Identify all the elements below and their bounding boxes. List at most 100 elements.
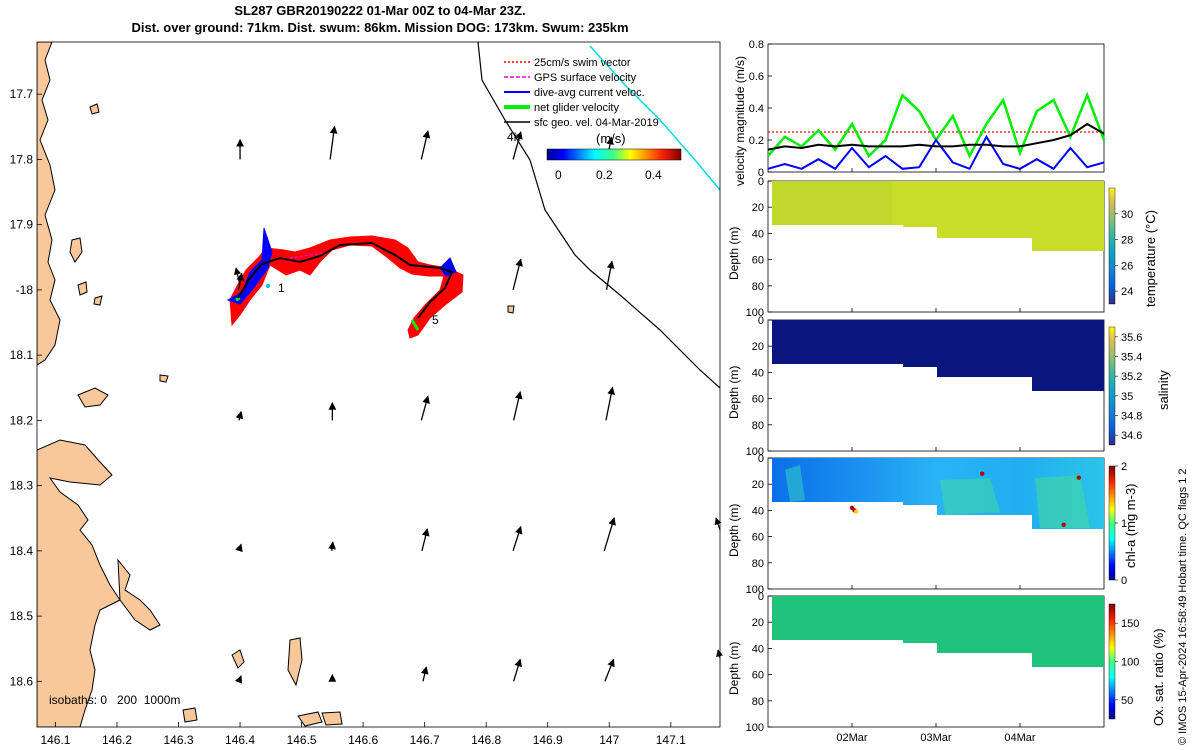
depth-tick-label: 20 (752, 479, 764, 491)
geostrophic-arrow (329, 125, 338, 160)
depth-tick-label: 100 (746, 307, 764, 319)
velocity-ytick-label: 0.4 (749, 103, 764, 115)
colorbar-tick-label: 28 (1121, 235, 1133, 247)
oxygen-ylabel: Depth (m) (727, 642, 741, 695)
island-4 (93, 295, 103, 306)
map-ytick-label: 18.4 (10, 544, 34, 558)
map-legend: 25cm/s swim vector GPS surface velocity … (504, 57, 659, 129)
colorbar-tick-label: 2 (1121, 461, 1127, 473)
salinity-colorbar-label: salinity (1156, 370, 1171, 410)
map-xtick-label: 146.1 (40, 733, 70, 747)
colorbar-tick-label: 30 (1121, 209, 1133, 221)
colorbar-tick-label: 35.6 (1121, 332, 1142, 344)
depth-tick-label: 60 (752, 670, 764, 682)
track-label-1: 1 (278, 281, 285, 295)
colorbar-tick-label: 35.2 (1121, 371, 1142, 383)
isobath-label: isobaths: 0 200 1000m (49, 693, 180, 707)
chla-data-patch-1 (785, 465, 805, 502)
colorbar-tick-label: 35.4 (1121, 352, 1142, 364)
coastline-south (37, 439, 121, 727)
map-colorbar-bar (546, 148, 682, 161)
island-8 (287, 637, 303, 687)
map-panel: 1 5 4h 25cm/s swim vector GPS surface ve… (10, 41, 724, 747)
map-x-axis: 146.1 146.2 146.3 146.4 146.5 146.6 146.7 146.8… (40, 722, 686, 747)
geostrophic-arrow (605, 386, 615, 421)
island-6 (89, 103, 100, 115)
depth-tick-label: 40 (752, 367, 764, 379)
legend-label-gps: GPS surface velocity (534, 72, 637, 84)
map-ytick-label: 18.3 (10, 479, 34, 493)
time-tick-label: 04Mar (1004, 732, 1036, 744)
colorbar-tick-label: 34.6 (1121, 430, 1142, 442)
velocity-ytick-label: 0.8 (749, 39, 764, 51)
chla-data-patch-3 (1035, 475, 1090, 528)
map-xtick-label: 146.4 (225, 733, 255, 747)
colorbar-tick-label: 34.8 (1121, 411, 1142, 423)
geostrophic-arrow (605, 260, 615, 291)
temperature-colorbar (1108, 187, 1116, 305)
geostrophic-arrow (512, 525, 523, 552)
depth-tick-label: 20 (752, 202, 764, 214)
geostrophic-arrow (604, 658, 615, 682)
legend-label-geo: sfc geo. vel. 04-Mar-2019 (534, 117, 659, 129)
oxygen-data (772, 596, 1104, 667)
island-12 (507, 305, 515, 314)
geostrophic-arrow (513, 391, 523, 421)
island-9 (297, 711, 323, 727)
map-xtick-label: 147.1 (656, 733, 686, 747)
coastline-north (37, 42, 61, 366)
map-colorbar-tick-0: 0 (555, 168, 562, 182)
velocity-ytick-label: 0.2 (749, 135, 764, 147)
chla-data-patch-2 (940, 478, 1000, 515)
geostrophic-vectors (234, 125, 616, 684)
geostrophic-arrow (420, 395, 430, 421)
depth-tick-label: 40 (752, 505, 764, 517)
velocity-frame (767, 43, 1105, 173)
depth-tick-label: 20 (752, 617, 764, 629)
track-label-5: 5 (432, 313, 439, 327)
salinity-y-axis: 0 20 40 60 80 100 (746, 315, 772, 458)
depth-tick-label: 80 (752, 420, 764, 432)
depth-tick-label: 0 (758, 453, 764, 465)
depth-tick-label: 60 (752, 394, 764, 406)
chla-colorbar (1108, 465, 1116, 581)
salinity-panel: salinity 34.6 34.8 35 35.2 35.4 35.6 0 20 40 60 8… (727, 315, 1171, 458)
salinity-colorbar-ticks: 34.6 34.8 35 35.2 35.4 35.6 (1115, 332, 1142, 442)
time-tick-label: 03Mar (920, 732, 952, 744)
colorbar-tick-label: 35 (1121, 391, 1133, 403)
chla-colorbar-ticks: 0 1 2 (1115, 461, 1127, 587)
geostrophic-arrow (235, 410, 244, 421)
map-colorbar-tick-1: 0.2 (596, 168, 613, 182)
depth-tick-label: 20 (752, 341, 764, 353)
track-dive-avg-blue (226, 227, 273, 305)
island-7 (231, 649, 245, 669)
geostrophic-arrow (420, 130, 431, 160)
chla-hotspots (849, 471, 1082, 528)
velocity-series-line (767, 134, 1105, 171)
temperature-panel: temperature (°C) 24 26 28 30 0 20 40 60 80 100 D… (727, 176, 1158, 319)
colorbar-tick-label: 1 (1121, 518, 1127, 530)
track-start-marker (266, 284, 270, 288)
island-2 (69, 237, 83, 263)
depth-tick-label: 100 (746, 722, 764, 734)
map-ytick-label: 17.9 (10, 218, 34, 232)
island-11 (182, 707, 198, 723)
title-line-1: SL287 GBR20190222 01-Mar 00Z to 04-Mar 2… (234, 3, 526, 18)
map-xtick-label: 146.5 (287, 733, 317, 747)
oxygen-colorbar-ticks: 50 100 150 (1115, 618, 1139, 707)
island-10 (321, 711, 343, 726)
depth-tick-label: 100 (746, 584, 764, 596)
island-1 (77, 387, 109, 408)
temperature-colorbar-ticks: 24 26 28 30 (1115, 209, 1133, 298)
velocity-ylabel: velocity magnitude (m/s) (733, 56, 747, 186)
map-ytick-label: -18 (16, 283, 34, 297)
chla-panel: chl-a (mg m-3) 0 1 2 0 20 40 60 80 100 Depth (m… (727, 453, 1138, 596)
velocity-y-axis: 0 0.2 0.4 0.6 0.8 (749, 39, 772, 179)
colorbar-tick-label: 150 (1121, 618, 1139, 630)
legend-label-swim: 25cm/s swim vector (534, 57, 631, 69)
velocity-ytick-label: 0.6 (749, 71, 764, 83)
temperature-colorbar-label: temperature (°C) (1143, 210, 1158, 307)
legend-label-net: net glider velocity (534, 102, 619, 114)
map-colorbar-label: (m/s) (596, 131, 626, 146)
